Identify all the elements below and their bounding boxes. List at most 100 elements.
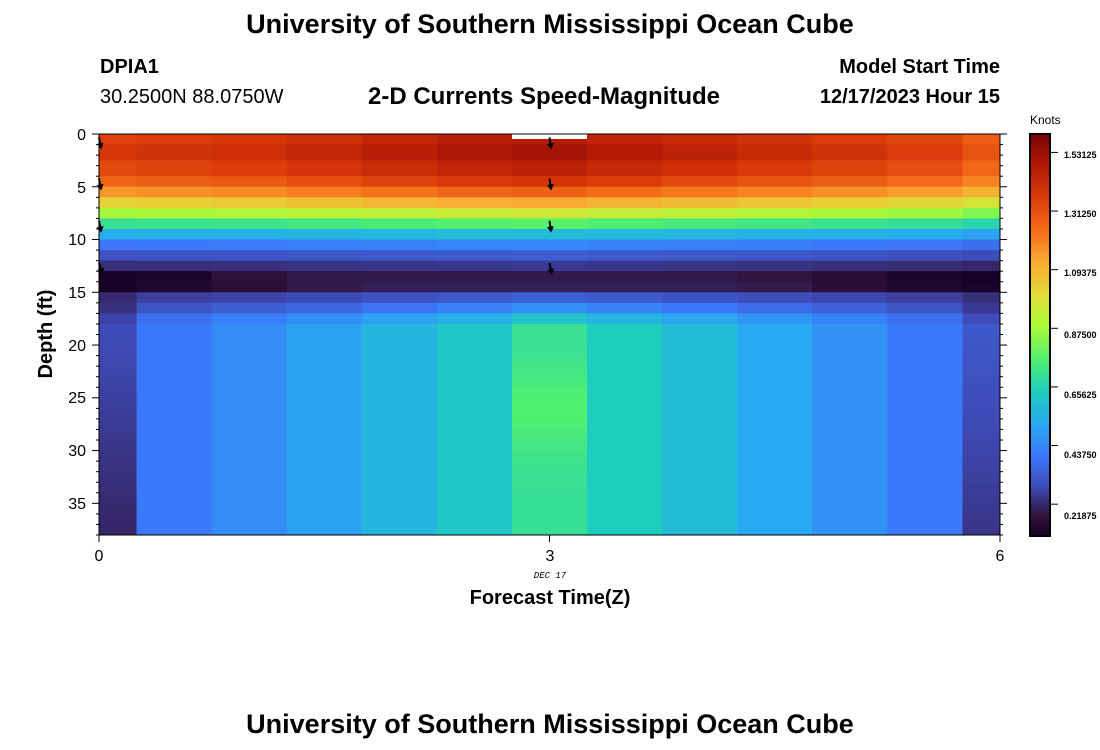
y-tick-label: 25 [68,390,86,407]
heatmap-cell [962,197,1001,209]
y-tick-label: 10 [68,232,86,249]
station-coordinates: 30.2500N 88.0750W [100,86,284,108]
y-tick-label: 30 [68,443,86,460]
heatmap-cell [136,186,213,198]
heatmap-cell [587,492,663,504]
heatmap-cell [662,313,738,325]
heatmap-cell [587,207,663,219]
heatmap-cell [887,250,963,262]
heatmap-cell [737,292,813,304]
heatmap-cell [737,440,813,452]
heatmap-cell [962,250,1001,262]
heatmap-cell [361,197,438,209]
heatmap-cell [737,334,813,346]
x-axis-ticks [98,535,1001,542]
heatmap-cell [587,513,663,525]
heatmap-cell [662,302,738,314]
heatmap-cell [211,376,288,388]
heatmap-cell [136,160,213,177]
heatmap-cell [511,313,588,325]
heatmap-cell [812,408,888,420]
heatmap-cell [211,355,288,367]
heatmap-cell [662,418,738,430]
heatmap-cell [361,323,438,335]
heatmap-cell [286,176,363,188]
heatmap-cell [361,440,438,452]
heatmap-cell [662,260,738,272]
heatmap-cell [436,524,513,536]
heatmap-cell [99,207,138,219]
heatmap-cell [211,250,288,262]
heatmap-cell [211,450,288,462]
heatmap-cell [99,239,138,251]
heatmap-cell [511,250,588,262]
heatmap-cell [887,334,963,346]
heatmap-cell [511,450,588,462]
heatmap-cell [662,408,738,420]
heatmap-cell [136,197,213,209]
heatmap-cell [136,345,213,357]
heatmap-cell [286,271,363,283]
heatmap-cell [511,271,588,283]
heatmap-cell [587,408,663,420]
heatmap-cell [662,271,738,283]
heatmap-cell [511,186,588,198]
heatmap-cell [737,418,813,430]
heatmap-cell [286,524,363,536]
heatmap-cell [511,492,588,504]
heatmap-cell [511,503,588,515]
heatmap-cell [211,524,288,536]
heatmap-cell [587,366,663,378]
heatmap-cell [136,250,213,262]
heatmap-cell [511,471,588,483]
heatmap-cell [587,387,663,399]
heatmap-cell [812,302,888,314]
heatmap-cell [662,450,738,462]
heatmap-cell [436,450,513,462]
heatmap-cell [361,461,438,473]
heatmap-cell [361,186,438,198]
heatmap-cell [99,176,138,188]
heatmap-cell [99,313,138,325]
heatmap-cell [737,260,813,272]
heatmap-cell [286,281,363,293]
heatmap-cell [511,207,588,219]
heatmap-cell [136,471,213,483]
heatmap-cell [286,429,363,441]
heatmap-cell [361,376,438,388]
heatmap-cell [511,440,588,452]
heatmap-cell [812,376,888,388]
heatmap-cell [136,239,213,251]
x-date-sublabel: DEC 17 [534,571,567,581]
heatmap-cell [99,271,138,283]
heatmap-cell [211,313,288,325]
heatmap-cell [887,482,963,494]
heatmap-cell [887,218,963,230]
heatmap-cell [136,461,213,473]
heatmap-cell [962,387,1001,399]
heatmap-cell [436,144,513,161]
heatmap-cell [587,134,663,146]
heatmap-cell [887,239,963,251]
heatmap-cell [887,176,963,188]
heatmap-cell [211,345,288,357]
heatmap-cell [436,271,513,283]
heatmap-cell [737,218,813,230]
heatmap-cell [436,292,513,304]
heatmap-cell [511,292,588,304]
heatmap-cell [887,418,963,430]
heatmap-cell [662,334,738,346]
heatmap-cell [361,366,438,378]
model-start-label: Model Start Time [839,56,1000,78]
heatmap-cell [737,228,813,241]
heatmap-cell [136,450,213,462]
heatmap-cell [436,355,513,367]
heatmap-cell [211,186,288,198]
heatmap-cell [662,218,738,230]
heatmap-cell [211,207,288,219]
heatmap-cell [587,260,663,272]
heatmap-cell [962,366,1001,378]
heatmap-cell [436,218,513,230]
heatmap-cell [737,408,813,420]
heatmap-cell [136,376,213,388]
